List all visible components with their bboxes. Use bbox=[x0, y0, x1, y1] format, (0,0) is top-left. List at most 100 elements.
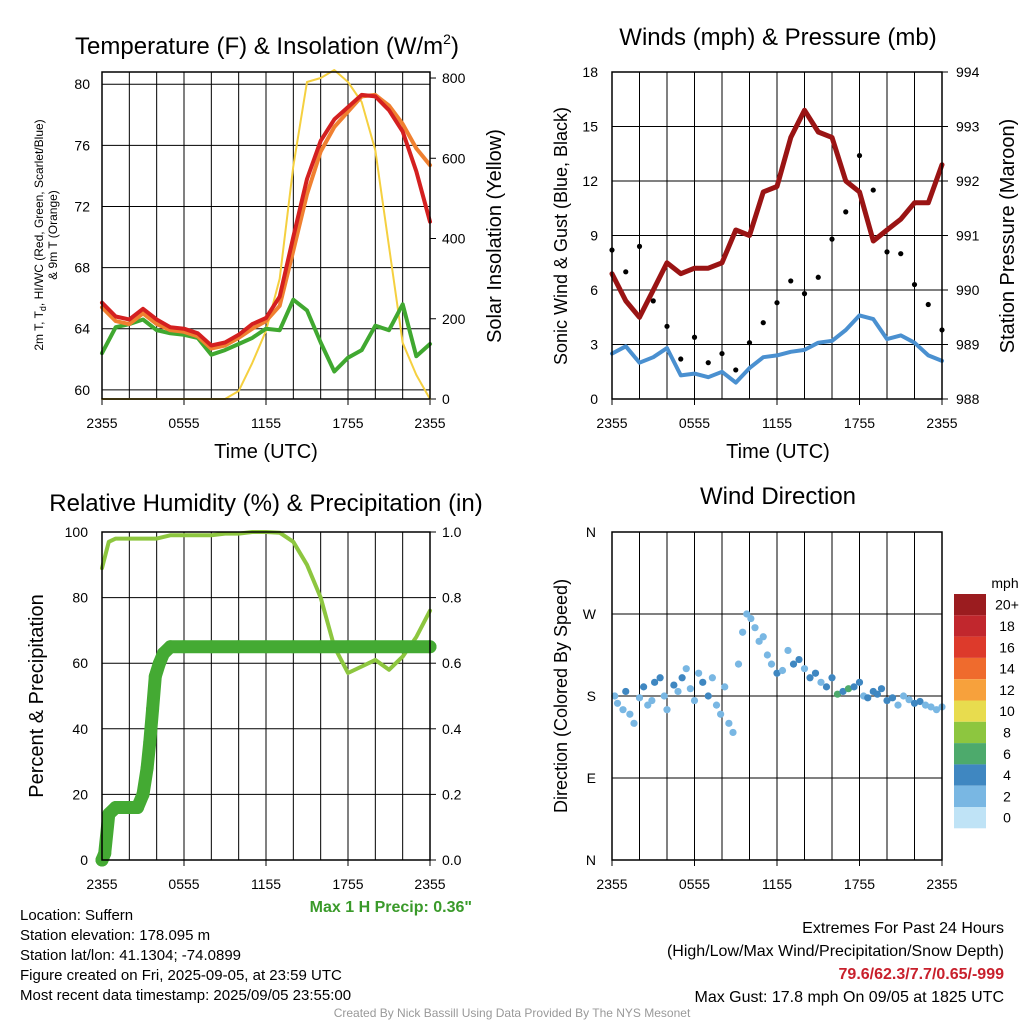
gust-point bbox=[705, 360, 711, 366]
x-tick-label: 2355 bbox=[86, 415, 117, 431]
direction-point bbox=[699, 678, 707, 686]
x-tick-label: 0555 bbox=[679, 876, 710, 892]
direction-point bbox=[839, 687, 847, 696]
gust-point bbox=[911, 281, 918, 288]
direction-point bbox=[721, 683, 729, 691]
speed-legend-title: mph bbox=[991, 575, 1018, 591]
direction-point bbox=[806, 674, 814, 682]
direction-point bbox=[656, 674, 664, 682]
direction-point bbox=[864, 694, 872, 702]
dir-panel-title: Wind Direction bbox=[700, 483, 856, 510]
series-line-station-pressure bbox=[609, 107, 945, 320]
figure-created: Figure created on Fri, 2025-09-05, at 23… bbox=[20, 967, 342, 984]
x-tick-label: 1155 bbox=[762, 876, 792, 892]
x-tick-label: 1755 bbox=[844, 876, 875, 892]
y-right-tick-label: 991 bbox=[956, 228, 980, 244]
y-right-tick-label: 989 bbox=[956, 337, 980, 353]
station-info: Location: Suffern Station elevation: 178… bbox=[20, 906, 351, 1006]
y-right-tick-label: 0.0 bbox=[442, 852, 462, 868]
x-tick-label: 0555 bbox=[168, 415, 199, 431]
legend-label: 10 bbox=[999, 703, 1015, 719]
temp-ylabel-left: 2m T, Td, HI/WC (Red, Green, Scarlet/Blu… bbox=[32, 119, 48, 350]
direction-point bbox=[622, 687, 630, 696]
direction-point bbox=[778, 666, 787, 675]
y-right-tick-label: 200 bbox=[442, 311, 466, 327]
direction-point bbox=[916, 697, 924, 706]
x-tick-label: 2355 bbox=[926, 876, 957, 892]
y-direction-tick-label: S bbox=[587, 688, 596, 704]
recent-timestamp: Most recent data timestamp: 2025/09/05 2… bbox=[20, 987, 352, 1004]
x-tick-label: 2355 bbox=[414, 876, 445, 892]
y-right-tick-label: 0.2 bbox=[442, 786, 462, 802]
wind-chart: 2355 0555 1155 1755 2355 0 3 6 9 12 15 18 988 989 990 9… bbox=[582, 64, 979, 431]
wind-ylabel-left: Sonic Wind & Gust (Blue, Black) bbox=[551, 107, 571, 365]
direction-point bbox=[759, 633, 767, 641]
direction-point bbox=[704, 692, 712, 700]
direction-point bbox=[784, 646, 792, 655]
rh-ylabel-left: Percent & Precipitation bbox=[26, 594, 48, 797]
max-gust: Max Gust: 17.8 mph On 09/05 at 1825 UTC bbox=[694, 989, 1005, 1006]
direction-point bbox=[739, 628, 747, 636]
legend-swatch bbox=[954, 807, 986, 829]
direction-point bbox=[630, 719, 638, 727]
gust-point bbox=[650, 298, 656, 304]
direction-point bbox=[817, 678, 825, 686]
direction-point bbox=[844, 685, 853, 693]
legend-swatch bbox=[954, 679, 986, 701]
y-left-tick-label: 60 bbox=[74, 382, 90, 398]
direction-point bbox=[640, 683, 648, 691]
x-tick-label: 1755 bbox=[332, 415, 363, 431]
plot-frame bbox=[611, 531, 943, 861]
direction-point bbox=[855, 678, 864, 686]
direction-point bbox=[873, 690, 881, 698]
station-latlon: Station lat/lon: 41.1304; -74.0899 bbox=[20, 947, 242, 964]
direction-point bbox=[883, 696, 891, 705]
direction-point bbox=[743, 610, 751, 618]
legend-swatch bbox=[954, 636, 986, 658]
wind-ylabel-right: Station Pressure (Maroon) bbox=[997, 119, 1019, 354]
extremes-subtitle: (High/Low/Max Wind/Precipitation/Snow De… bbox=[666, 943, 1004, 960]
gust-point bbox=[746, 340, 753, 346]
direction-point bbox=[811, 669, 820, 677]
legend-swatch bbox=[954, 764, 986, 786]
max-precip-label: Max 1 H Precip: 0.36" bbox=[310, 899, 472, 916]
extremes-values: 79.6/62.3/7.7/0.65/-999 bbox=[838, 966, 1004, 983]
direction-point bbox=[877, 685, 886, 693]
y-left-tick-label: 20 bbox=[72, 786, 88, 802]
direction-point bbox=[670, 681, 678, 689]
y-right-tick-label: 994 bbox=[956, 64, 980, 80]
direction-point bbox=[635, 694, 644, 702]
direction-point bbox=[800, 665, 809, 673]
series-line-precipitation bbox=[95, 640, 437, 867]
y-right-tick-label: 990 bbox=[956, 282, 980, 298]
y-left-tick-label: 9 bbox=[590, 228, 598, 244]
plot-frame bbox=[101, 71, 431, 400]
direction-point bbox=[894, 701, 902, 709]
gust-point bbox=[925, 301, 931, 308]
series-line-sonic-wind bbox=[610, 313, 944, 385]
rh-panel-title: Relative Humidity (%) & Precipitation (i… bbox=[49, 490, 482, 517]
gust-point bbox=[843, 209, 849, 215]
gust-point bbox=[623, 269, 629, 275]
x-tick-label: 1755 bbox=[844, 415, 875, 431]
direction-point bbox=[708, 674, 716, 682]
gust-point bbox=[760, 320, 766, 326]
direction-point bbox=[932, 706, 941, 714]
gust-point bbox=[678, 356, 684, 362]
temp-panel-title: Temperature (F) & Insolation (W/m2) bbox=[75, 31, 459, 60]
legend-swatch bbox=[954, 700, 986, 722]
direction-point bbox=[663, 706, 671, 714]
direction-point bbox=[644, 701, 652, 709]
direction-point bbox=[613, 699, 622, 707]
y-left-tick-label: 18 bbox=[582, 64, 598, 80]
direction-point bbox=[690, 696, 699, 705]
legend-label: 4 bbox=[1003, 767, 1011, 783]
x-tick-label: 2355 bbox=[596, 415, 627, 431]
x-tick-label: 0555 bbox=[679, 415, 710, 431]
legend-label: 14 bbox=[999, 661, 1015, 677]
legend-label: 16 bbox=[999, 639, 1015, 655]
y-left-tick-label: 15 bbox=[582, 119, 598, 135]
series-line-2m-t bbox=[100, 92, 432, 348]
y-left-tick-label: 60 bbox=[72, 655, 88, 671]
direction-point bbox=[828, 674, 836, 682]
